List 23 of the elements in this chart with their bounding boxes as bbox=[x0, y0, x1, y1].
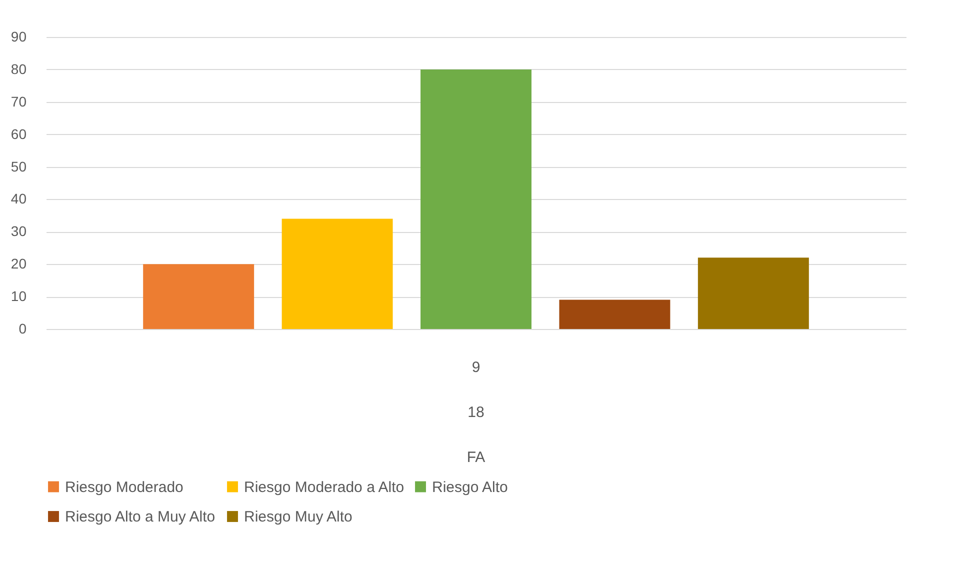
x-tick-label: 9 bbox=[472, 359, 480, 376]
y-tick-label: 70 bbox=[10, 93, 27, 110]
legend-label: Riesgo Moderado bbox=[65, 478, 184, 496]
legend-label: Riesgo Alto a Muy Alto bbox=[65, 508, 216, 526]
y-tick-label: 90 bbox=[10, 28, 27, 44]
legend-label: Riesgo Muy Alto bbox=[244, 508, 352, 526]
y-tick-label: 30 bbox=[10, 223, 27, 240]
legend-label: Riesgo Alto bbox=[432, 478, 508, 496]
text: FA bbox=[466, 449, 486, 466]
y-tick-label: 50 bbox=[10, 158, 27, 174]
y-tick-label: 0 bbox=[18, 320, 27, 336]
bar bbox=[282, 218, 393, 329]
y-tick-label: 60 bbox=[10, 126, 27, 142]
y-tick-label: 10 bbox=[10, 288, 27, 304]
y-tick-label: 20 bbox=[10, 256, 27, 272]
y-tick-label: 40 bbox=[10, 190, 27, 207]
bar bbox=[559, 300, 670, 329]
bar bbox=[420, 69, 532, 329]
y-tick-label: 80 bbox=[10, 60, 27, 77]
bar bbox=[698, 258, 809, 329]
bar bbox=[143, 264, 254, 329]
legend-label: Riesgo Moderado a Alto bbox=[244, 478, 404, 496]
text: 18 bbox=[468, 404, 484, 421]
